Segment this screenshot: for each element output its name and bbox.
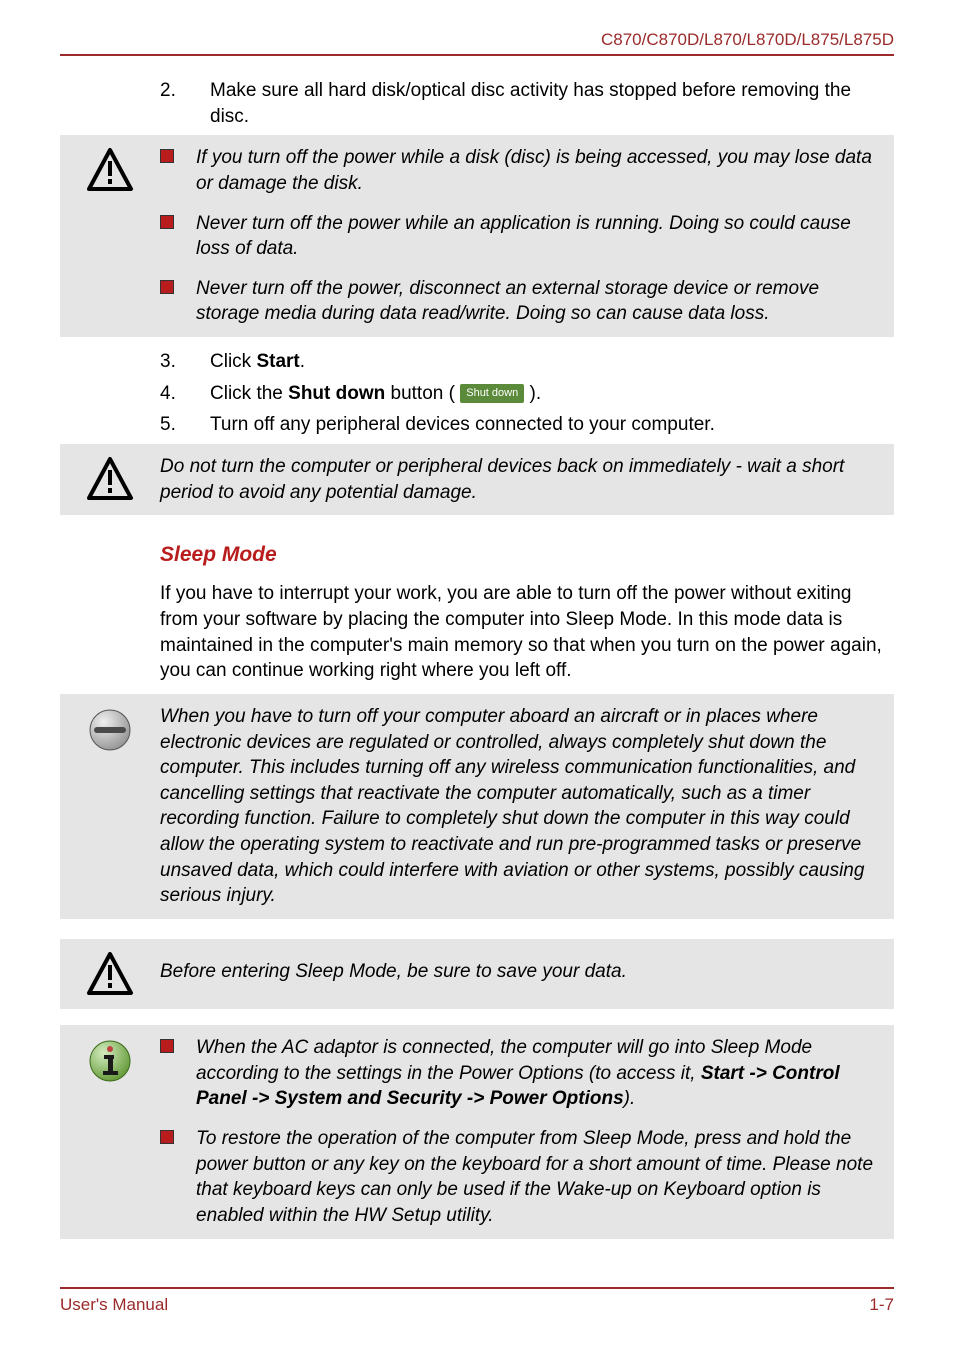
- bullet-text: If you turn off the power while a disk (…: [196, 145, 884, 196]
- header-model-line: C870/C870D/L870/L870D/L875/L875D: [60, 30, 894, 50]
- section-heading-sleep-mode: Sleep Mode: [160, 543, 894, 567]
- warning-callout-3: Before entering Sleep Mode, be sure to s…: [60, 939, 894, 1009]
- step-4: 4. Click the Shut down button ( Shut dow…: [160, 381, 894, 407]
- page-content: 2. Make sure all hard disk/optical disc …: [160, 78, 894, 1239]
- warning-bullet: If you turn off the power while a disk (…: [160, 145, 884, 196]
- step-post: button (: [385, 383, 460, 404]
- info-body: When the AC adaptor is connected, the co…: [160, 1035, 894, 1228]
- step-number: 5.: [160, 412, 210, 438]
- info-bullet: To restore the operation of the computer…: [160, 1126, 884, 1229]
- step-text: Click Start.: [210, 349, 894, 375]
- step-pre: Click the: [210, 383, 288, 404]
- step-number: 4.: [160, 381, 210, 407]
- bullet-text: Never turn off the power, disconnect an …: [196, 276, 884, 327]
- step-number: 2.: [160, 78, 210, 129]
- page-footer: User's Manual 1-7: [60, 1287, 894, 1315]
- warning-body: If you turn off the power while a disk (…: [160, 145, 894, 327]
- info-callout: When the AC adaptor is connected, the co…: [60, 1025, 894, 1238]
- bullet-square-icon: [160, 1130, 174, 1144]
- info-bullet: When the AC adaptor is connected, the co…: [160, 1035, 884, 1112]
- shutdown-button-image: Shut down: [460, 384, 524, 403]
- bullet-square-icon: [160, 215, 174, 229]
- bullet-text: To restore the operation of the computer…: [196, 1126, 884, 1229]
- warning-icon: [60, 949, 160, 999]
- warning-bullet: Never turn off the power, disconnect an …: [160, 276, 884, 327]
- step-text: Click the Shut down button ( Shut down )…: [210, 381, 894, 407]
- footer-left: User's Manual: [60, 1295, 168, 1315]
- step-post: .: [300, 351, 305, 372]
- step-number: 3.: [160, 349, 210, 375]
- sleep-mode-intro: If you have to interrupt your work, you …: [160, 581, 894, 684]
- header-rule: [60, 54, 894, 56]
- prohibit-callout: When you have to turn off your computer …: [60, 694, 894, 919]
- step-text: Turn off any peripheral devices connecte…: [210, 412, 894, 438]
- warning-icon: [60, 145, 160, 327]
- step-pre: Click: [210, 351, 256, 372]
- step-bold: Shut down: [288, 383, 385, 404]
- step-3: 3. Click Start.: [160, 349, 894, 375]
- info-icon: [60, 1035, 160, 1228]
- step-bold: Start: [256, 351, 299, 372]
- bullet-text: Never turn off the power while an applic…: [196, 211, 884, 262]
- bullet-square-icon: [160, 149, 174, 163]
- prohibit-icon: [60, 704, 160, 909]
- warning-icon: [60, 454, 160, 505]
- footer-page-number: 1-7: [869, 1295, 894, 1315]
- warning-callout-2: Do not turn the computer or peripheral d…: [60, 444, 894, 515]
- warning-text: Do not turn the computer or peripheral d…: [160, 454, 894, 505]
- warning-callout-1: If you turn off the power while a disk (…: [60, 135, 894, 337]
- footer-rule: [60, 1287, 894, 1289]
- prohibit-text: When you have to turn off your computer …: [160, 704, 894, 909]
- warning-bullet: Never turn off the power while an applic…: [160, 211, 884, 262]
- bullet-square-icon: [160, 1039, 174, 1053]
- step-5: 5. Turn off any peripheral devices conne…: [160, 412, 894, 438]
- step-text: Make sure all hard disk/optical disc act…: [210, 78, 894, 129]
- step-2: 2. Make sure all hard disk/optical disc …: [160, 78, 894, 129]
- bullet-square-icon: [160, 280, 174, 294]
- info-post: ).: [624, 1088, 636, 1109]
- warning-text: Before entering Sleep Mode, be sure to s…: [160, 949, 894, 999]
- bullet-text: When the AC adaptor is connected, the co…: [196, 1035, 884, 1112]
- step-post2: ).: [524, 383, 541, 404]
